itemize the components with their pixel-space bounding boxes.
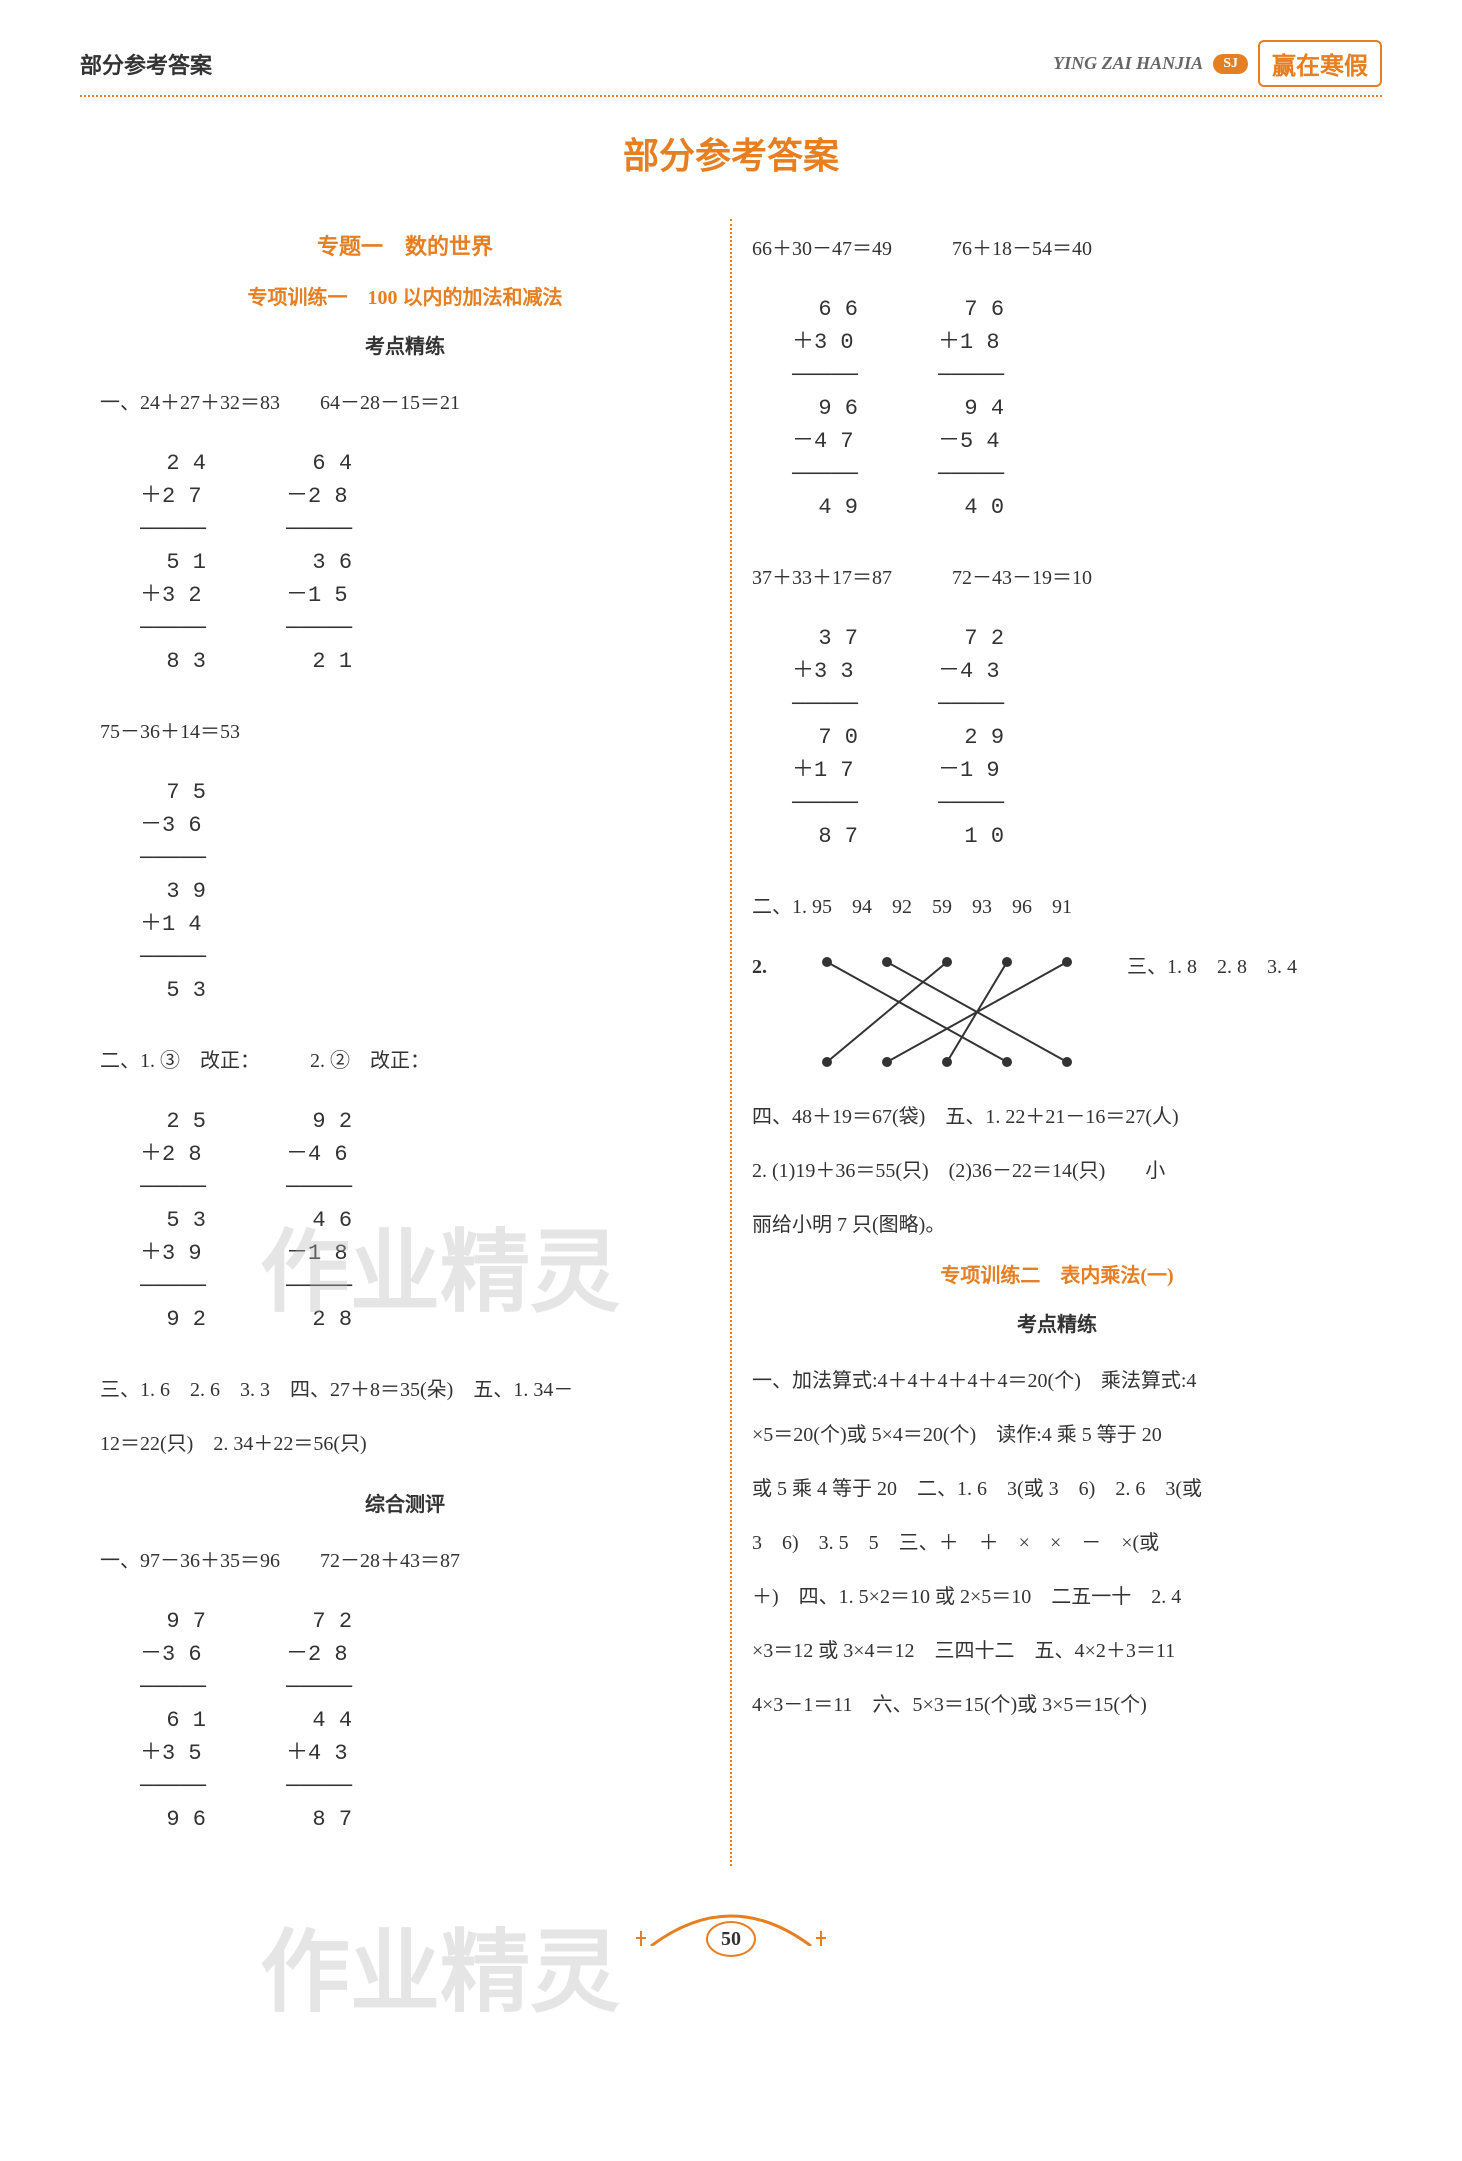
calc-3b: 9 2 －4 6 ───── 4 6 －1 8 ───── 2 8 bbox=[286, 1105, 352, 1336]
r1: 66＋30－47＝49 76＋18－54＝40 bbox=[752, 225, 1362, 273]
content-columns: 作业精灵 作业精灵 专题一 数的世界 专项训练一 100 以内的加法和减法 考点… bbox=[80, 219, 1382, 1866]
r8: 一、加法算式:4＋4＋4＋4＋4＝20(个) 乘法算式:4 bbox=[752, 1357, 1362, 1405]
calc-6b: 7 2 －4 3 ───── 2 9 －1 9 ───── 1 0 bbox=[938, 622, 1004, 853]
r10: 或 5 乘 4 等于 20 二、1. 6 3(或 3 6) 2. 6 3(或 bbox=[752, 1465, 1362, 1513]
calc-pair-4: 9 7 －3 6 ───── 6 1 ＋3 5 ───── 9 6 7 2 －2… bbox=[140, 1605, 710, 1836]
right-column: 66＋30－47＝49 76＋18－54＝40 6 6 ＋3 0 ───── 9… bbox=[732, 219, 1382, 1866]
r3: 二、1. 95 94 92 59 93 96 91 bbox=[752, 883, 1362, 931]
calc-5a: 6 6 ＋3 0 ───── 9 6 －4 7 ───── 4 9 bbox=[792, 293, 858, 524]
r13: ×3＝12 或 3×4＝12 三四十二 五、4×2＋3＝11 bbox=[752, 1627, 1362, 1675]
section-kdjl: 考点精练 bbox=[100, 330, 710, 359]
calc-pair-1: 2 4 ＋2 7 ───── 5 1 ＋3 2 ───── 8 3 6 4 －2… bbox=[140, 447, 710, 678]
page-number: 50 bbox=[706, 1921, 756, 1957]
q1-line1: 一、24＋27＋32＝83 64－28－15＝21 bbox=[100, 379, 710, 427]
header-right: YING ZAI HANJIA SJ 赢在寒假 bbox=[1053, 40, 1382, 87]
r14: 4×3－1＝11 六、5×3＝15(个)或 3×5＝15(个) bbox=[752, 1681, 1362, 1729]
r5: 四、48＋19＝67(袋) 五、1. 22＋21－16＝27(人) bbox=[752, 1093, 1362, 1141]
q4-line1: 一、97－36＋35＝96 72－28＋43＝87 bbox=[100, 1537, 710, 1585]
r2: 37＋33＋17＝87 72－43－19＝10 bbox=[752, 554, 1362, 602]
section-kdjl2: 考点精练 bbox=[752, 1308, 1362, 1337]
q1-line2: 75－36＋14＝53 bbox=[100, 708, 710, 756]
r7: 丽给小明 7 只(图略)。 bbox=[752, 1201, 1362, 1249]
r6: 2. (1)19＋36＝55(只) (2)36－22＝14(只) 小 bbox=[752, 1147, 1362, 1195]
r4-right: 三、1. 8 2. 8 3. 4 bbox=[1127, 943, 1297, 991]
calc-2: 7 5 －3 6 ───── 3 9 ＋1 4 ───── 5 3 bbox=[140, 776, 710, 1007]
brand-box: 赢在寒假 bbox=[1258, 40, 1382, 87]
calc-1a: 2 4 ＋2 7 ───── 5 1 ＋3 2 ───── 8 3 bbox=[140, 447, 206, 678]
matching-diagram bbox=[787, 947, 1107, 1077]
page-header: 部分参考答案 YING ZAI HANJIA SJ 赢在寒假 bbox=[80, 40, 1382, 97]
calc-3a: 2 5 ＋2 8 ───── 5 3 ＋3 9 ───── 9 2 bbox=[140, 1105, 206, 1336]
calc-2-wrap: 7 5 －3 6 ───── 3 9 ＋1 4 ───── 5 3 bbox=[140, 776, 710, 1007]
r9: ×5＝20(个)或 5×4＝20(个) 读作:4 乘 5 等于 20 bbox=[752, 1411, 1362, 1459]
sub-title-2: 专项训练二 表内乘法(一) bbox=[752, 1259, 1362, 1288]
left-column: 专题一 数的世界 专项训练一 100 以内的加法和减法 考点精练 一、24＋27… bbox=[80, 219, 730, 1866]
calc-1b: 6 4 －2 8 ───── 3 6 －1 5 ───── 2 1 bbox=[286, 447, 352, 678]
r12: ＋) 四、1. 5×2＝10 或 2×5＝10 二五一十 2. 4 bbox=[752, 1573, 1362, 1621]
match-row: 2. 三、1. 8 2. 8 3. 4 bbox=[752, 937, 1362, 1087]
calc-pair-3: 2 5 ＋2 8 ───── 5 3 ＋3 9 ───── 9 2 9 2 －4… bbox=[140, 1105, 710, 1336]
sj-badge: SJ bbox=[1213, 54, 1248, 74]
calc-6a: 3 7 ＋3 3 ───── 7 0 ＋1 7 ───── 8 7 bbox=[792, 622, 858, 853]
calc-4a: 9 7 －3 6 ───── 6 1 ＋3 5 ───── 9 6 bbox=[140, 1605, 206, 1836]
q3-line2: 12＝22(只) 2. 34＋22＝56(只) bbox=[100, 1420, 710, 1468]
calc-5b: 7 6 ＋1 8 ───── 9 4 －5 4 ───── 4 0 bbox=[938, 293, 1004, 524]
r4-left: 2. bbox=[752, 943, 767, 991]
topic-title: 专题一 数的世界 bbox=[100, 229, 710, 261]
q2-line1: 二、1. ③ 改正： 2. ② 改正： bbox=[100, 1037, 710, 1085]
header-pinyin: YING ZAI HANJIA bbox=[1053, 53, 1203, 74]
calc-pair-5: 6 6 ＋3 0 ───── 9 6 －4 7 ───── 4 9 7 6 ＋1… bbox=[792, 293, 1362, 524]
q3-line1: 三、1. 6 2. 6 3. 3 四、27＋8＝35(朵) 五、1. 34－ bbox=[100, 1366, 710, 1414]
header-left-title: 部分参考答案 bbox=[80, 48, 212, 80]
calc-pair-6: 3 7 ＋3 3 ───── 7 0 ＋1 7 ───── 8 7 7 2 －4… bbox=[792, 622, 1362, 853]
page-footer: 50 bbox=[80, 1906, 1382, 1957]
calc-4b: 7 2 －2 8 ───── 4 4 ＋4 3 ───── 8 7 bbox=[286, 1605, 352, 1836]
section-zhcp: 综合测评 bbox=[100, 1488, 710, 1517]
main-title: 部分参考答案 bbox=[80, 127, 1382, 179]
r11: 3 6) 3. 5 5 三、＋ ＋ × × － ×(或 bbox=[752, 1519, 1362, 1567]
sub-title-1: 专项训练一 100 以内的加法和减法 bbox=[100, 281, 710, 310]
